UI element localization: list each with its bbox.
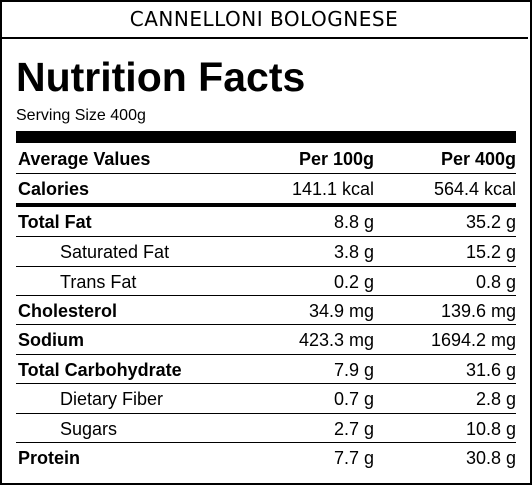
nutrient-name: Cholesterol [18,301,118,321]
nutrient-per-400g: 15.2 g [465,242,516,262]
nutrient-per-400g: 10.8 g [465,419,516,439]
nutrient-per-400g: 2.8 g [475,389,516,409]
nutrient-per-100g: 0.2 g [333,272,374,292]
nutrient-per-100g: 2.7 g [333,419,374,439]
calories-per-400g: 564.4 kcal [433,179,516,199]
nutrient-per-100g: 7.9 g [333,360,374,380]
nutrient-per-400g: 35.2 g [465,212,516,232]
nutrient-per-100g: 423.3 mg [298,330,374,350]
product-name: CANNELLONI BOLOGNESE [0,0,528,39]
nutrient-per-100g: 3.8 g [333,242,374,262]
header-average-values: Average Values [18,149,151,169]
nutrient-name: Saturated Fat [60,242,170,262]
nutrient-per-400g: 30.8 g [465,448,516,468]
nutrient-name: Protein [18,448,81,468]
header-row: Average Values Per 100g Per 400g [16,144,516,174]
nutrient-name: Total Carbohydrate [18,360,182,380]
calories-per-100g: 141.1 kcal [291,179,374,199]
nutrient-row-sugars: Sugars 2.7 g 10.8 g [16,413,516,444]
nutrient-row-cholesterol: Cholesterol 34.9 mg 139.6 mg [16,295,516,326]
nutrient-row-trans-fat: Trans Fat 0.2 g 0.8 g [16,266,516,297]
nutrient-row-dietary-fiber: Dietary Fiber 0.7 g 2.8 g [16,383,516,414]
nutrient-name: Dietary Fiber [60,389,164,409]
serving-size: Serving Size 400g [16,107,146,124]
nutrient-row-total-fat: Total Fat 8.8 g 35.2 g [16,207,516,237]
calories-label: Calories [18,179,90,199]
thick-divider [16,131,516,143]
header-per-400g: Per 400g [440,149,516,169]
nutrient-row-sodium: Sodium 423.3 mg 1694.2 mg [16,324,516,355]
nutrient-row-total-carbohydrate: Total Carbohydrate 7.9 g 31.6 g [16,354,516,385]
nutrient-per-400g: 0.8 g [475,272,516,292]
nutrient-per-100g: 34.9 mg [308,301,374,321]
nutrient-row-saturated-fat: Saturated Fat 3.8 g 15.2 g [16,236,516,267]
nutrient-name: Trans Fat [60,272,137,292]
nutrient-per-100g: 0.7 g [333,389,374,409]
nutrient-name: Sugars [60,419,118,439]
nutrient-per-100g: 8.8 g [333,212,374,232]
nutrient-per-400g: 139.6 mg [440,301,516,321]
nutrient-name: Sodium [18,330,84,350]
nutrient-name: Total Fat [18,212,92,232]
medium-divider [16,203,516,207]
nutrient-per-100g: 7.7 g [333,448,374,468]
nutrient-per-400g: 1694.2 mg [430,330,516,350]
calories-row: Calories 141.1 kcal 564.4 kcal [16,173,516,204]
nutrition-facts-title: Nutrition Facts [16,54,306,100]
nutrient-row-protein: Protein 7.7 g 30.8 g [16,442,516,473]
nutrient-per-400g: 31.6 g [465,360,516,380]
header-per-100g: Per 100g [298,149,374,169]
